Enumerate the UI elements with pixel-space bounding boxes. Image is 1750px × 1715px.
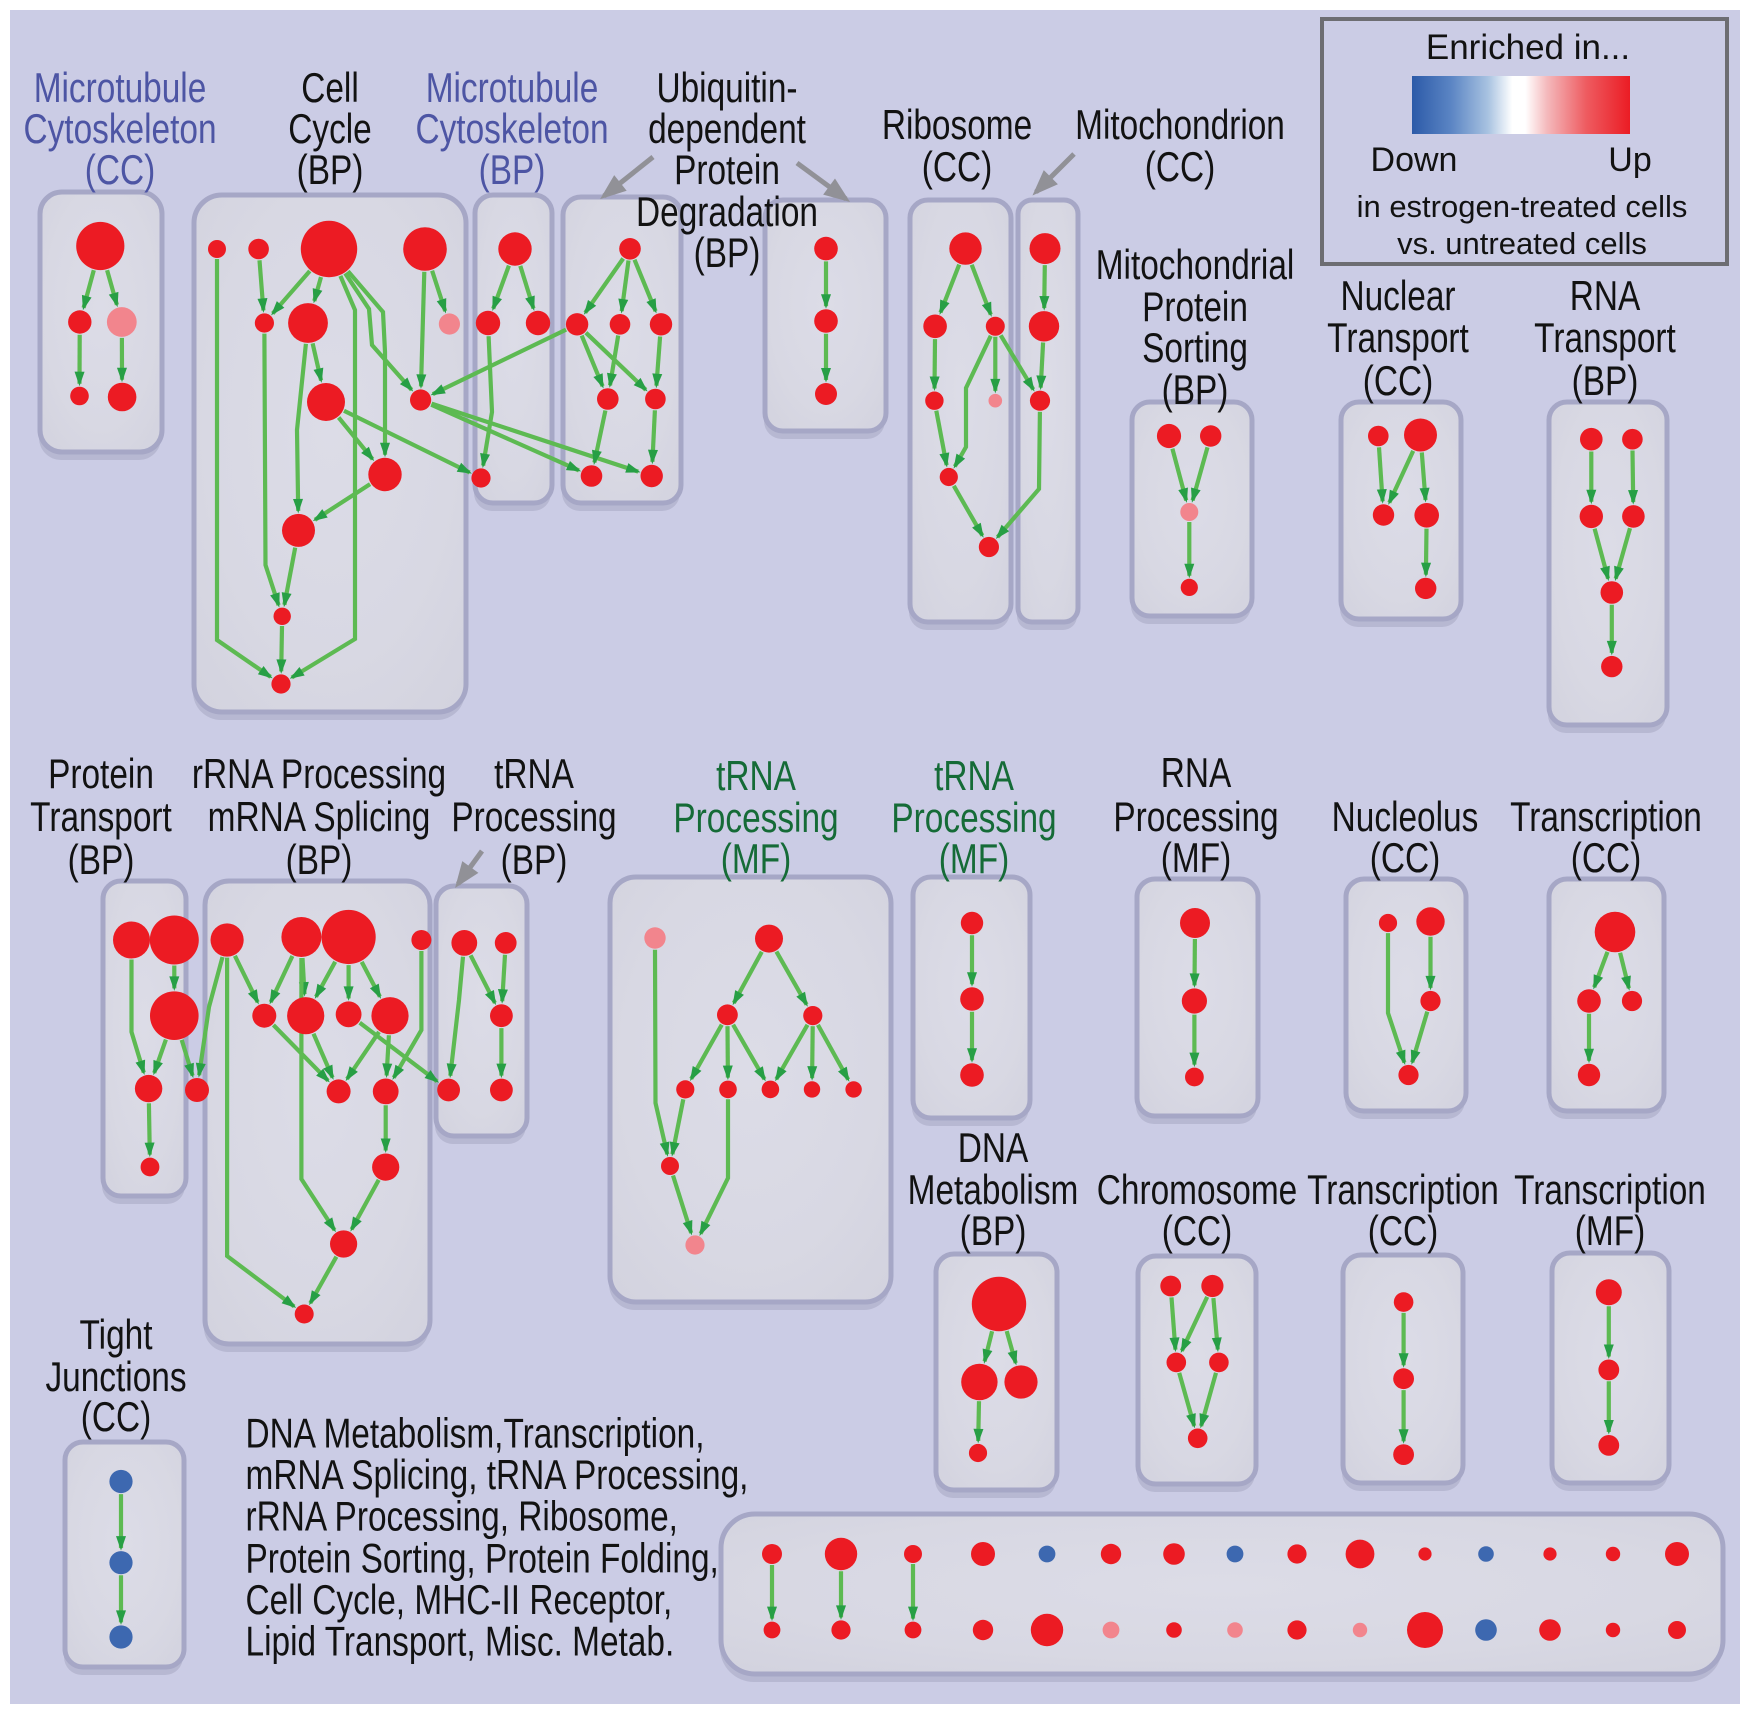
- svg-text:(MF): (MF): [939, 836, 1009, 882]
- svg-text:(BP): (BP): [1162, 367, 1229, 413]
- svg-text:(BP): (BP): [694, 230, 761, 276]
- svg-text:(CC): (CC): [81, 1394, 151, 1440]
- svg-text:Up: Up: [1608, 141, 1651, 179]
- svg-text:Processing: Processing: [1113, 794, 1278, 840]
- svg-text:Protein: Protein: [1142, 284, 1248, 330]
- svg-text:(CC): (CC): [922, 144, 992, 190]
- svg-text:(BP): (BP): [297, 147, 364, 193]
- svg-text:mRNA Splicing: mRNA Splicing: [208, 794, 431, 840]
- svg-text:Transport: Transport: [30, 794, 172, 840]
- svg-text:Nucleolus: Nucleolus: [1332, 794, 1479, 840]
- svg-text:Transport: Transport: [1534, 315, 1676, 361]
- svg-text:Ubiquitin-: Ubiquitin-: [656, 65, 797, 111]
- svg-text:Processing: Processing: [673, 795, 838, 841]
- svg-text:mRNA Splicing, tRNA Processing: mRNA Splicing, tRNA Processing,: [246, 1452, 749, 1498]
- svg-text:Metabolism: Metabolism: [908, 1167, 1079, 1213]
- svg-text:(BP): (BP): [960, 1208, 1027, 1254]
- svg-text:(MF): (MF): [1575, 1208, 1645, 1254]
- svg-text:rRNA Processing: rRNA Processing: [192, 751, 446, 797]
- svg-text:Sorting: Sorting: [1142, 325, 1248, 371]
- svg-text:Cycle: Cycle: [288, 106, 372, 152]
- svg-text:Mitochondrion: Mitochondrion: [1075, 102, 1285, 148]
- svg-text:RNA: RNA: [1161, 750, 1232, 796]
- svg-text:Junctions: Junctions: [45, 1354, 186, 1400]
- svg-text:Down: Down: [1371, 141, 1458, 179]
- svg-text:RNA: RNA: [1570, 273, 1641, 319]
- svg-text:Degradation: Degradation: [636, 189, 818, 235]
- svg-text:tRNA: tRNA: [494, 751, 575, 797]
- svg-text:Transcription: Transcription: [1307, 1167, 1499, 1213]
- svg-text:Nuclear: Nuclear: [1340, 273, 1455, 319]
- svg-text:(MF): (MF): [721, 836, 791, 882]
- svg-text:(BP): (BP): [1572, 358, 1639, 404]
- svg-text:tRNA: tRNA: [716, 753, 797, 799]
- svg-text:Lipid Transport, Misc. Metab.: Lipid Transport, Misc. Metab.: [246, 1618, 675, 1664]
- svg-text:(BP): (BP): [501, 837, 568, 883]
- svg-text:Protein: Protein: [48, 751, 154, 797]
- svg-text:Microtubule: Microtubule: [34, 65, 207, 111]
- svg-text:(CC): (CC): [1368, 1208, 1438, 1254]
- svg-text:Processing: Processing: [891, 795, 1056, 841]
- svg-text:(CC): (CC): [85, 147, 155, 193]
- svg-text:tRNA: tRNA: [934, 753, 1015, 799]
- svg-text:Cell: Cell: [301, 65, 359, 111]
- svg-text:(BP): (BP): [68, 837, 135, 883]
- svg-text:Transcription: Transcription: [1510, 794, 1702, 840]
- svg-text:DNA Metabolism,Transcription,: DNA Metabolism,Transcription,: [246, 1410, 705, 1456]
- svg-text:Cytoskeleton: Cytoskeleton: [415, 106, 608, 152]
- svg-text:Enriched in...: Enriched in...: [1426, 28, 1630, 67]
- svg-text:in estrogen-treated cells: in estrogen-treated cells: [1357, 189, 1688, 224]
- svg-text:(CC): (CC): [1363, 358, 1433, 404]
- svg-text:Transport: Transport: [1327, 315, 1469, 361]
- svg-text:(CC): (CC): [1145, 144, 1215, 190]
- svg-text:DNA: DNA: [958, 1125, 1029, 1171]
- svg-text:(CC): (CC): [1571, 835, 1641, 881]
- svg-text:Transcription: Transcription: [1514, 1167, 1706, 1213]
- svg-text:Chromosome: Chromosome: [1097, 1167, 1297, 1213]
- svg-text:vs. untreated cells: vs. untreated cells: [1397, 226, 1647, 261]
- svg-text:(BP): (BP): [286, 837, 353, 883]
- svg-text:(CC): (CC): [1162, 1208, 1232, 1254]
- svg-text:Cytoskeleton: Cytoskeleton: [23, 106, 216, 152]
- svg-text:Protein: Protein: [674, 147, 780, 193]
- svg-text:dependent: dependent: [648, 106, 806, 152]
- svg-text:Mitochondrial: Mitochondrial: [1096, 242, 1295, 288]
- svg-text:Processing: Processing: [451, 794, 616, 840]
- svg-text:(CC): (CC): [1370, 835, 1440, 881]
- svg-text:rRNA Processing, Ribosome,: rRNA Processing, Ribosome,: [246, 1493, 678, 1539]
- svg-text:Cell Cycle, MHC-II Receptor,: Cell Cycle, MHC-II Receptor,: [246, 1577, 673, 1623]
- svg-text:(BP): (BP): [479, 147, 546, 193]
- svg-text:Protein Sorting, Protein Foldi: Protein Sorting, Protein Folding,: [246, 1535, 719, 1581]
- svg-text:Tight: Tight: [79, 1312, 152, 1358]
- svg-text:Ribosome: Ribosome: [882, 102, 1032, 148]
- svg-text:(MF): (MF): [1161, 835, 1231, 881]
- svg-text:Microtubule: Microtubule: [426, 65, 599, 111]
